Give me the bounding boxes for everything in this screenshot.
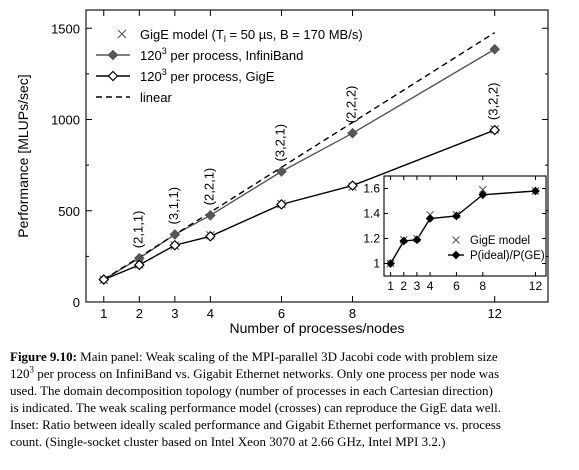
main-topology-annotation: (2,2,2) bbox=[344, 86, 359, 124]
main-x-tick-label: 1 bbox=[100, 306, 107, 321]
main-y-tick-label: 1500 bbox=[51, 21, 80, 36]
main-data-point bbox=[169, 229, 181, 240]
inset-legend-marker bbox=[451, 250, 461, 260]
inset-x-tick-label: 1 bbox=[387, 279, 394, 293]
caption-line-5: Inset: Ratio between ideally scaled perf… bbox=[10, 417, 501, 432]
inset-data-point bbox=[452, 211, 461, 221]
inset-x-tick-label: 2 bbox=[400, 279, 407, 293]
main-legend-marker bbox=[107, 49, 119, 61]
main-data-point bbox=[489, 43, 501, 55]
inset-x-tick-label: 8 bbox=[479, 279, 486, 293]
main-x-tick-label: 8 bbox=[349, 306, 356, 321]
inset-y-tick-label: 1 bbox=[373, 257, 380, 271]
inset-data-point bbox=[386, 259, 395, 268]
main-x-tick-label: 12 bbox=[487, 306, 501, 321]
inset-x-tick-label: 4 bbox=[427, 279, 434, 293]
main-data-point bbox=[205, 209, 216, 221]
main-y-tick-label: 500 bbox=[58, 204, 80, 219]
inset-data-point bbox=[425, 214, 435, 223]
main-legend-label: GigE model (Tl = 50 µs, B = 170 MB/s) bbox=[140, 27, 363, 44]
caption-line-2-superscript: 3 bbox=[29, 364, 35, 375]
main-data-point bbox=[489, 124, 501, 136]
main-x-tick-label: 2 bbox=[136, 306, 143, 321]
main-data-point bbox=[169, 239, 181, 251]
main-legend-marker bbox=[107, 70, 119, 82]
inset-legend-label: GigE model bbox=[470, 235, 530, 247]
inset-x-tick-label: 6 bbox=[453, 279, 460, 293]
caption-line-1: Main panel: Weak scaling of the MPI-para… bbox=[76, 349, 498, 364]
main-y-axis-label: Performance [MLUPs/sec] bbox=[15, 74, 31, 237]
caption-line-4: is indicated. The weak scaling performan… bbox=[10, 400, 502, 415]
inset-data-point bbox=[478, 185, 487, 194]
main-topology-annotation: (2,2,1) bbox=[201, 168, 216, 206]
main-series-line bbox=[103, 32, 496, 281]
figure-caption: Figure 9.10: Main panel: Weak scaling of… bbox=[10, 348, 570, 450]
main-topology-annotation: (3,1,1) bbox=[166, 187, 181, 225]
main-y-tick-label: 1000 bbox=[51, 113, 80, 128]
main-data-point bbox=[205, 230, 216, 242]
caption-line-3: used. The domain decomposition topology … bbox=[10, 383, 493, 398]
caption-line-2: per process on InfiniBand vs. Gigabit Et… bbox=[34, 366, 499, 381]
inset-legend-label: P(ideal)/P(GE) bbox=[470, 250, 545, 262]
main-x-tick-label: 3 bbox=[171, 306, 178, 321]
caption-line-2-number: 120 bbox=[10, 366, 30, 381]
main-legend-label: 1203 per process, InfiniBand bbox=[140, 46, 303, 63]
main-y-tick-label: 0 bbox=[73, 295, 80, 310]
main-legend-label: linear bbox=[140, 90, 172, 105]
main-x-axis-label: Number of processes/nodes bbox=[229, 320, 404, 336]
inset-data-point bbox=[531, 186, 540, 196]
main-x-tick-label: 6 bbox=[278, 306, 285, 321]
main-topology-annotation: (2,1,1) bbox=[130, 211, 145, 249]
inset-legend-marker bbox=[452, 236, 460, 244]
main-data-point bbox=[347, 127, 358, 139]
inset-y-tick-label: 1.2 bbox=[363, 232, 380, 246]
inset-y-tick-label: 1.6 bbox=[363, 182, 380, 196]
main-topology-annotation: (3,2,1) bbox=[272, 124, 287, 162]
inset-data-point bbox=[412, 235, 422, 245]
main-legend-marker bbox=[117, 29, 127, 39]
inset-y-tick-label: 1.4 bbox=[363, 207, 380, 221]
main-plot-frame bbox=[85, 9, 549, 303]
inset-x-tick-label: 12 bbox=[529, 279, 543, 293]
main-data-point bbox=[276, 199, 287, 210]
main-topology-annotation: (3,2,2) bbox=[486, 83, 501, 121]
main-data-point bbox=[133, 259, 145, 271]
main-data-point bbox=[347, 180, 358, 191]
inset-x-tick-label: 3 bbox=[414, 279, 421, 293]
main-x-tick-label: 4 bbox=[207, 306, 214, 321]
main-data-point bbox=[98, 274, 110, 285]
main-legend-label: 1203 per process, GigE bbox=[140, 67, 275, 84]
main-data-point bbox=[276, 166, 287, 177]
inset-data-point bbox=[478, 190, 488, 200]
caption-line-6: count. (Single-socket cluster based on I… bbox=[10, 434, 446, 449]
caption-figure-label: Figure 9.10: bbox=[10, 349, 77, 364]
inset-data-point bbox=[399, 236, 409, 246]
